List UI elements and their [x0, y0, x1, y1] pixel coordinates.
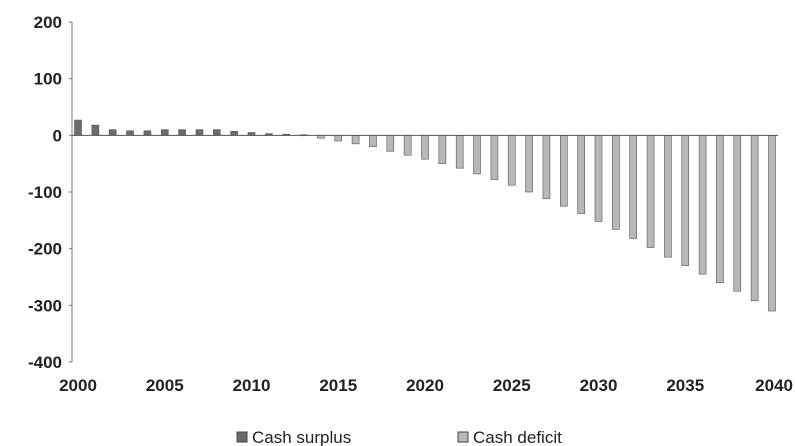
bar-cash-deficit — [698, 135, 707, 275]
bar-cash-deficit — [612, 135, 620, 230]
bar-cash-surplus — [91, 124, 100, 136]
bar-cash-surplus — [126, 130, 134, 136]
bars — [74, 119, 776, 312]
bar-cash-deficit — [473, 135, 481, 175]
bar-cash-deficit — [334, 135, 343, 142]
bar-cash-deficit — [386, 135, 395, 152]
bar-cash-deficit — [629, 135, 638, 239]
bar-cash-deficit — [768, 135, 776, 312]
y-tick-label: 0 — [53, 126, 62, 145]
y-tick-label: -400 — [28, 353, 62, 372]
bar-cash-deficit — [733, 135, 742, 292]
bar-cash-surplus — [230, 131, 238, 136]
bar-cash-deficit — [455, 135, 464, 169]
bar-cash-deficit — [716, 135, 724, 283]
bar-cash-deficit — [664, 135, 672, 258]
legend-label-cash-surplus: Cash surplus — [252, 428, 351, 446]
x-tick-label: 2040 — [755, 376, 793, 395]
bar-cash-deficit — [403, 135, 412, 156]
legend-label-cash-deficit: Cash deficit — [473, 428, 562, 446]
y-tick-label: 100 — [34, 70, 62, 89]
bar-cash-surplus — [143, 130, 152, 136]
x-tick-label: 2020 — [406, 376, 444, 395]
bar-cash-deficit — [507, 135, 516, 186]
legend-swatch-cash-surplus — [236, 431, 248, 443]
bar-cash-deficit — [490, 135, 499, 180]
bar-cash-deficit — [750, 135, 759, 302]
y-tick-label: 200 — [34, 13, 62, 32]
legend: Cash surplus Cash deficit — [236, 428, 562, 446]
bar-cash-deficit — [681, 135, 690, 266]
bar-cash-surplus — [195, 129, 204, 136]
bar-cash-surplus — [178, 129, 186, 136]
x-tick-label: 2035 — [666, 376, 704, 395]
x-tick-label: 2000 — [59, 376, 97, 395]
bar-cash-deficit — [577, 135, 585, 214]
x-axis: 2000 2005 2010 2015 2020 2025 2030 2035 2040 — [59, 376, 793, 395]
x-tick-label: 2010 — [233, 376, 271, 395]
bar-cash-surplus — [74, 119, 82, 136]
bar-cash-surplus — [213, 129, 221, 136]
y-tick-label: -200 — [28, 240, 62, 259]
bar-cash-surplus — [160, 129, 169, 136]
bar-cash-deficit — [542, 135, 551, 200]
bar-cash-deficit — [525, 135, 533, 193]
bar-cash-deficit — [559, 135, 568, 207]
bar-cash-deficit — [438, 135, 447, 164]
x-tick-label: 2005 — [146, 376, 184, 395]
bar-cash-deficit — [421, 135, 429, 160]
x-tick-label: 2015 — [319, 376, 357, 395]
bar-cash-deficit — [351, 135, 360, 145]
bar-cash-deficit — [369, 135, 377, 147]
bar-cash-surplus — [108, 129, 117, 136]
y-tick-label: -100 — [28, 183, 62, 202]
x-tick-label: 2025 — [493, 376, 531, 395]
x-tick-label: 2030 — [580, 376, 618, 395]
legend-swatch-cash-deficit — [457, 431, 469, 443]
y-tick-label: -300 — [28, 296, 62, 315]
bar-cash-deficit — [594, 135, 603, 222]
y-axis: 200 100 0 -100 -200 -300 -400 — [28, 13, 72, 372]
bar-cash-deficit — [646, 135, 655, 248]
